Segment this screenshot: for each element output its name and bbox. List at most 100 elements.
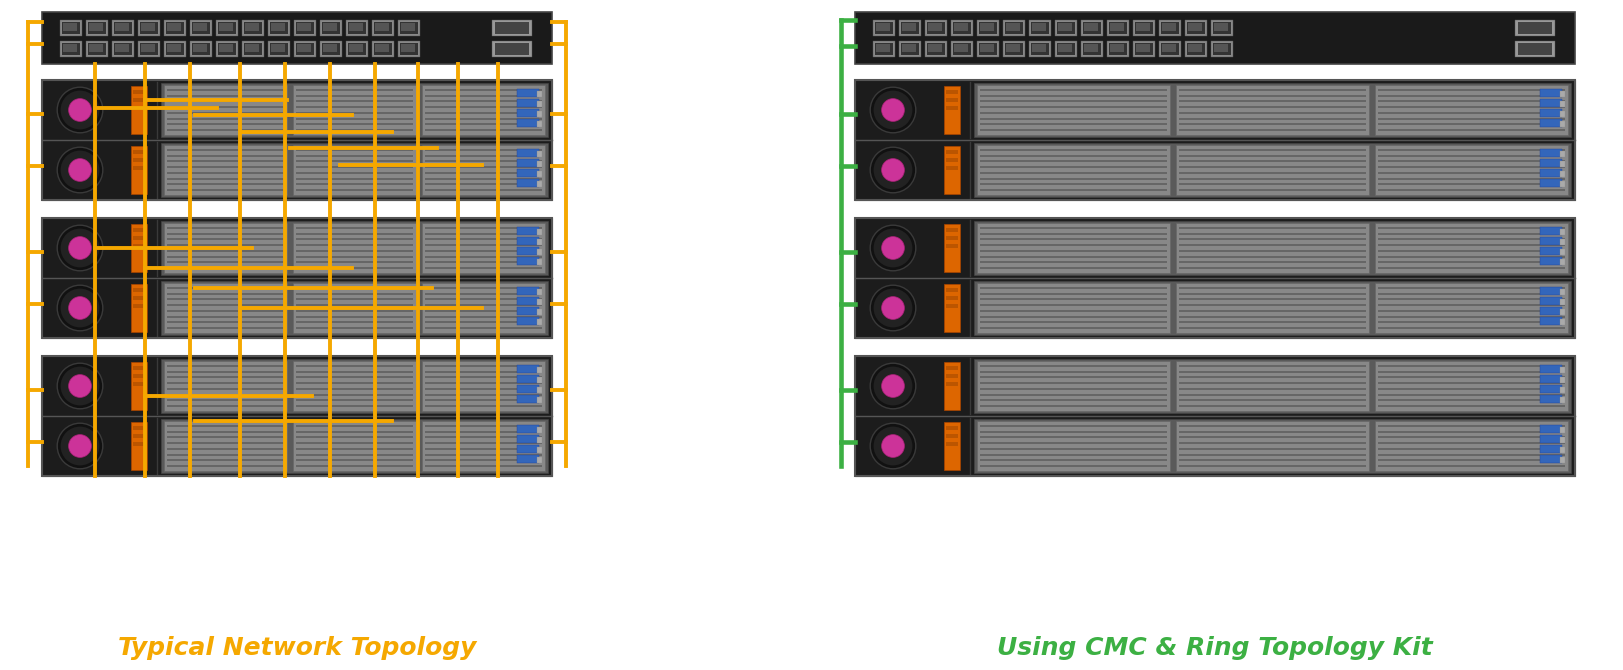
Bar [425, 149, 542, 151]
Bar [537, 309, 542, 315]
Bar [1178, 189, 1367, 191]
Bar [518, 119, 539, 127]
Bar [980, 454, 1167, 456]
Circle shape [60, 289, 99, 328]
Bar [294, 41, 316, 57]
Bar [537, 289, 542, 295]
Bar [243, 22, 261, 34]
Bar [1560, 121, 1565, 127]
Bar [980, 436, 1167, 438]
Circle shape [60, 90, 99, 129]
Bar [131, 422, 148, 470]
Bar [1178, 226, 1367, 228]
Bar [1378, 327, 1565, 329]
Bar [1178, 304, 1367, 306]
Bar [167, 94, 284, 96]
Bar [1178, 465, 1367, 467]
Bar [42, 12, 552, 64]
Bar [1133, 20, 1156, 36]
Bar [945, 146, 959, 194]
Bar [1055, 41, 1078, 57]
Circle shape [57, 225, 102, 271]
Bar [295, 377, 412, 379]
Bar [1560, 367, 1565, 373]
Bar [974, 143, 1571, 197]
Bar [980, 178, 1167, 180]
Bar [295, 232, 412, 234]
Bar [537, 121, 542, 127]
Bar [1560, 161, 1565, 167]
Bar [518, 375, 539, 383]
Bar [295, 256, 412, 258]
Bar [1540, 385, 1561, 393]
Bar [295, 178, 412, 180]
Bar [1378, 316, 1565, 318]
Bar [1560, 457, 1565, 463]
Bar [425, 89, 542, 90]
Circle shape [870, 423, 915, 469]
Bar [1378, 112, 1565, 114]
Bar [1378, 100, 1565, 103]
Bar [1081, 20, 1104, 36]
Bar [980, 250, 1167, 252]
Bar [1188, 23, 1203, 31]
Bar [518, 99, 539, 107]
Bar [425, 304, 542, 306]
Bar [518, 385, 539, 393]
Bar [295, 394, 412, 396]
Circle shape [881, 297, 904, 320]
Bar [216, 41, 239, 57]
Circle shape [57, 87, 102, 133]
Bar [294, 421, 415, 471]
Bar [1378, 184, 1565, 186]
Bar [425, 454, 542, 456]
Bar [977, 421, 1170, 471]
Bar [425, 232, 542, 234]
Bar [1178, 100, 1367, 103]
Bar [161, 83, 549, 137]
Bar [372, 20, 394, 36]
Circle shape [60, 228, 99, 267]
Bar [980, 267, 1167, 269]
Bar [295, 454, 412, 456]
Bar [164, 361, 287, 411]
Bar [295, 22, 313, 34]
Bar [974, 281, 1571, 335]
Bar [977, 223, 1170, 273]
Bar [399, 43, 419, 55]
Bar [167, 465, 284, 467]
Circle shape [873, 289, 912, 328]
Bar [164, 85, 287, 135]
Bar [167, 377, 284, 379]
Bar [133, 166, 144, 170]
Bar [980, 226, 1167, 228]
Bar [425, 155, 542, 157]
Bar [167, 100, 284, 103]
Bar [1378, 377, 1565, 379]
Bar [980, 298, 1167, 300]
Bar [951, 20, 974, 36]
Bar [295, 250, 412, 252]
Bar [425, 226, 542, 228]
Bar [161, 419, 549, 473]
Bar [321, 43, 339, 55]
Bar [1055, 20, 1078, 36]
Bar [425, 172, 542, 174]
Bar [1378, 256, 1565, 258]
Bar [133, 158, 144, 162]
Bar [167, 287, 284, 289]
Bar [425, 436, 542, 438]
Bar [1540, 169, 1561, 177]
Bar [425, 399, 542, 401]
Bar [167, 244, 284, 246]
Bar [1540, 365, 1561, 373]
Bar [297, 23, 312, 31]
Bar [42, 80, 552, 200]
Bar [1378, 189, 1565, 191]
Bar [42, 356, 552, 476]
Bar [190, 20, 213, 36]
Bar [1162, 44, 1177, 52]
Text: Using CMC & Ring Topology Kit: Using CMC & Ring Topology Kit [997, 636, 1433, 660]
Bar [980, 123, 1167, 125]
Bar [946, 382, 958, 386]
